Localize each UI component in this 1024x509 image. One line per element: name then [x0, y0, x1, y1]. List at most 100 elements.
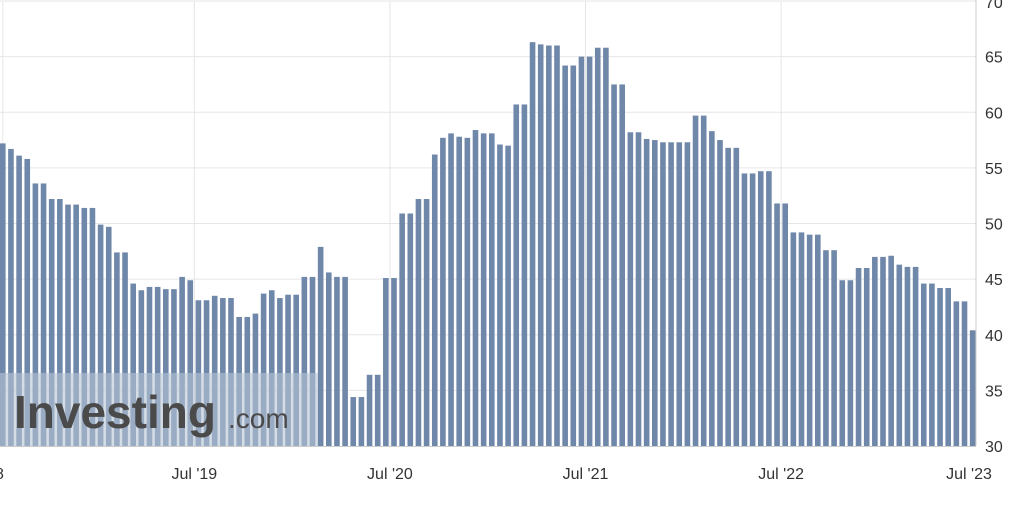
bar[interactable] — [342, 276, 348, 446]
bar[interactable] — [880, 256, 886, 447]
bar[interactable] — [953, 301, 960, 447]
bar[interactable] — [855, 268, 862, 446]
bar[interactable] — [782, 203, 788, 446]
bar[interactable] — [904, 266, 911, 446]
bar[interactable] — [766, 171, 772, 446]
bar[interactable] — [24, 158, 31, 447]
bar[interactable] — [586, 56, 593, 447]
bar[interactable] — [521, 104, 528, 447]
bar[interactable] — [374, 374, 381, 446]
bar[interactable] — [627, 132, 634, 446]
bar[interactable] — [154, 286, 161, 446]
bar[interactable] — [676, 142, 683, 447]
bar[interactable] — [472, 130, 479, 447]
bar[interactable] — [407, 213, 414, 446]
bar[interactable] — [749, 173, 756, 446]
bar[interactable] — [293, 294, 299, 446]
bar[interactable] — [326, 272, 332, 446]
bar[interactable] — [57, 199, 63, 446]
bar[interactable] — [961, 301, 968, 447]
bar[interactable] — [65, 204, 71, 446]
bar[interactable] — [130, 283, 136, 446]
bar[interactable] — [847, 280, 854, 446]
bar[interactable] — [464, 137, 471, 446]
bar[interactable] — [945, 288, 951, 446]
bar[interactable] — [741, 173, 748, 446]
bar[interactable] — [920, 283, 927, 446]
bar[interactable] — [350, 397, 357, 446]
bar[interactable] — [480, 133, 487, 446]
bar[interactable] — [32, 183, 39, 446]
bar[interactable] — [823, 250, 829, 446]
bar[interactable] — [872, 256, 878, 447]
bar[interactable] — [423, 199, 430, 446]
bar[interactable] — [171, 289, 177, 446]
bar[interactable] — [969, 330, 976, 446]
bar[interactable] — [431, 154, 438, 446]
bar[interactable] — [529, 42, 536, 446]
bar[interactable] — [839, 280, 846, 446]
bar[interactable] — [513, 104, 520, 447]
bar[interactable] — [717, 140, 723, 446]
bar[interactable] — [790, 232, 797, 446]
bar[interactable] — [309, 276, 316, 446]
bar[interactable] — [684, 142, 691, 447]
bar[interactable] — [228, 298, 234, 446]
bar[interactable] — [497, 144, 503, 446]
bar[interactable] — [48, 199, 55, 446]
bar[interactable] — [114, 252, 120, 446]
bar[interactable] — [652, 140, 658, 446]
bar[interactable] — [440, 137, 446, 446]
bar[interactable] — [594, 47, 601, 446]
bar[interactable] — [448, 133, 454, 446]
bar[interactable] — [937, 288, 943, 446]
bar[interactable] — [643, 138, 650, 446]
bar[interactable] — [211, 295, 218, 446]
bar[interactable] — [146, 286, 153, 446]
bar[interactable] — [815, 234, 821, 447]
bar[interactable] — [285, 294, 291, 446]
bar[interactable] — [220, 298, 226, 446]
bar[interactable] — [73, 204, 79, 446]
bar[interactable] — [0, 143, 6, 446]
bar[interactable] — [97, 224, 104, 446]
bar[interactable] — [570, 65, 577, 447]
bar[interactable] — [105, 226, 112, 446]
bar[interactable] — [122, 252, 128, 446]
bar[interactable] — [831, 250, 837, 446]
bar[interactable] — [733, 147, 740, 446]
bar[interactable] — [317, 246, 324, 446]
bar[interactable] — [798, 232, 805, 446]
bar[interactable] — [89, 207, 96, 446]
bar[interactable] — [489, 133, 495, 446]
bar[interactable] — [277, 298, 283, 446]
bar[interactable] — [260, 293, 267, 446]
bar[interactable] — [554, 45, 560, 447]
bar[interactable] — [709, 131, 715, 446]
bar[interactable] — [163, 289, 169, 446]
bar[interactable] — [456, 136, 462, 447]
bar[interactable] — [774, 203, 780, 446]
bar[interactable] — [896, 264, 903, 446]
bar[interactable] — [668, 142, 674, 447]
bar[interactable] — [562, 65, 568, 447]
bar[interactable] — [700, 115, 707, 446]
bar[interactable] — [383, 278, 389, 446]
bar[interactable] — [888, 255, 894, 446]
bar[interactable] — [268, 290, 275, 446]
bar[interactable] — [863, 268, 870, 446]
bar[interactable] — [81, 207, 88, 446]
bar[interactable] — [912, 266, 919, 446]
bar[interactable] — [301, 276, 308, 446]
bar[interactable] — [546, 45, 552, 447]
bar[interactable] — [660, 142, 666, 447]
bar[interactable] — [358, 397, 365, 446]
bar[interactable] — [692, 115, 699, 446]
bar[interactable] — [391, 278, 397, 446]
bar[interactable] — [635, 132, 642, 446]
bar[interactable] — [187, 280, 194, 446]
bar[interactable] — [366, 374, 373, 446]
bar[interactable] — [8, 148, 14, 446]
bar[interactable] — [40, 183, 47, 446]
bar[interactable] — [415, 199, 422, 446]
